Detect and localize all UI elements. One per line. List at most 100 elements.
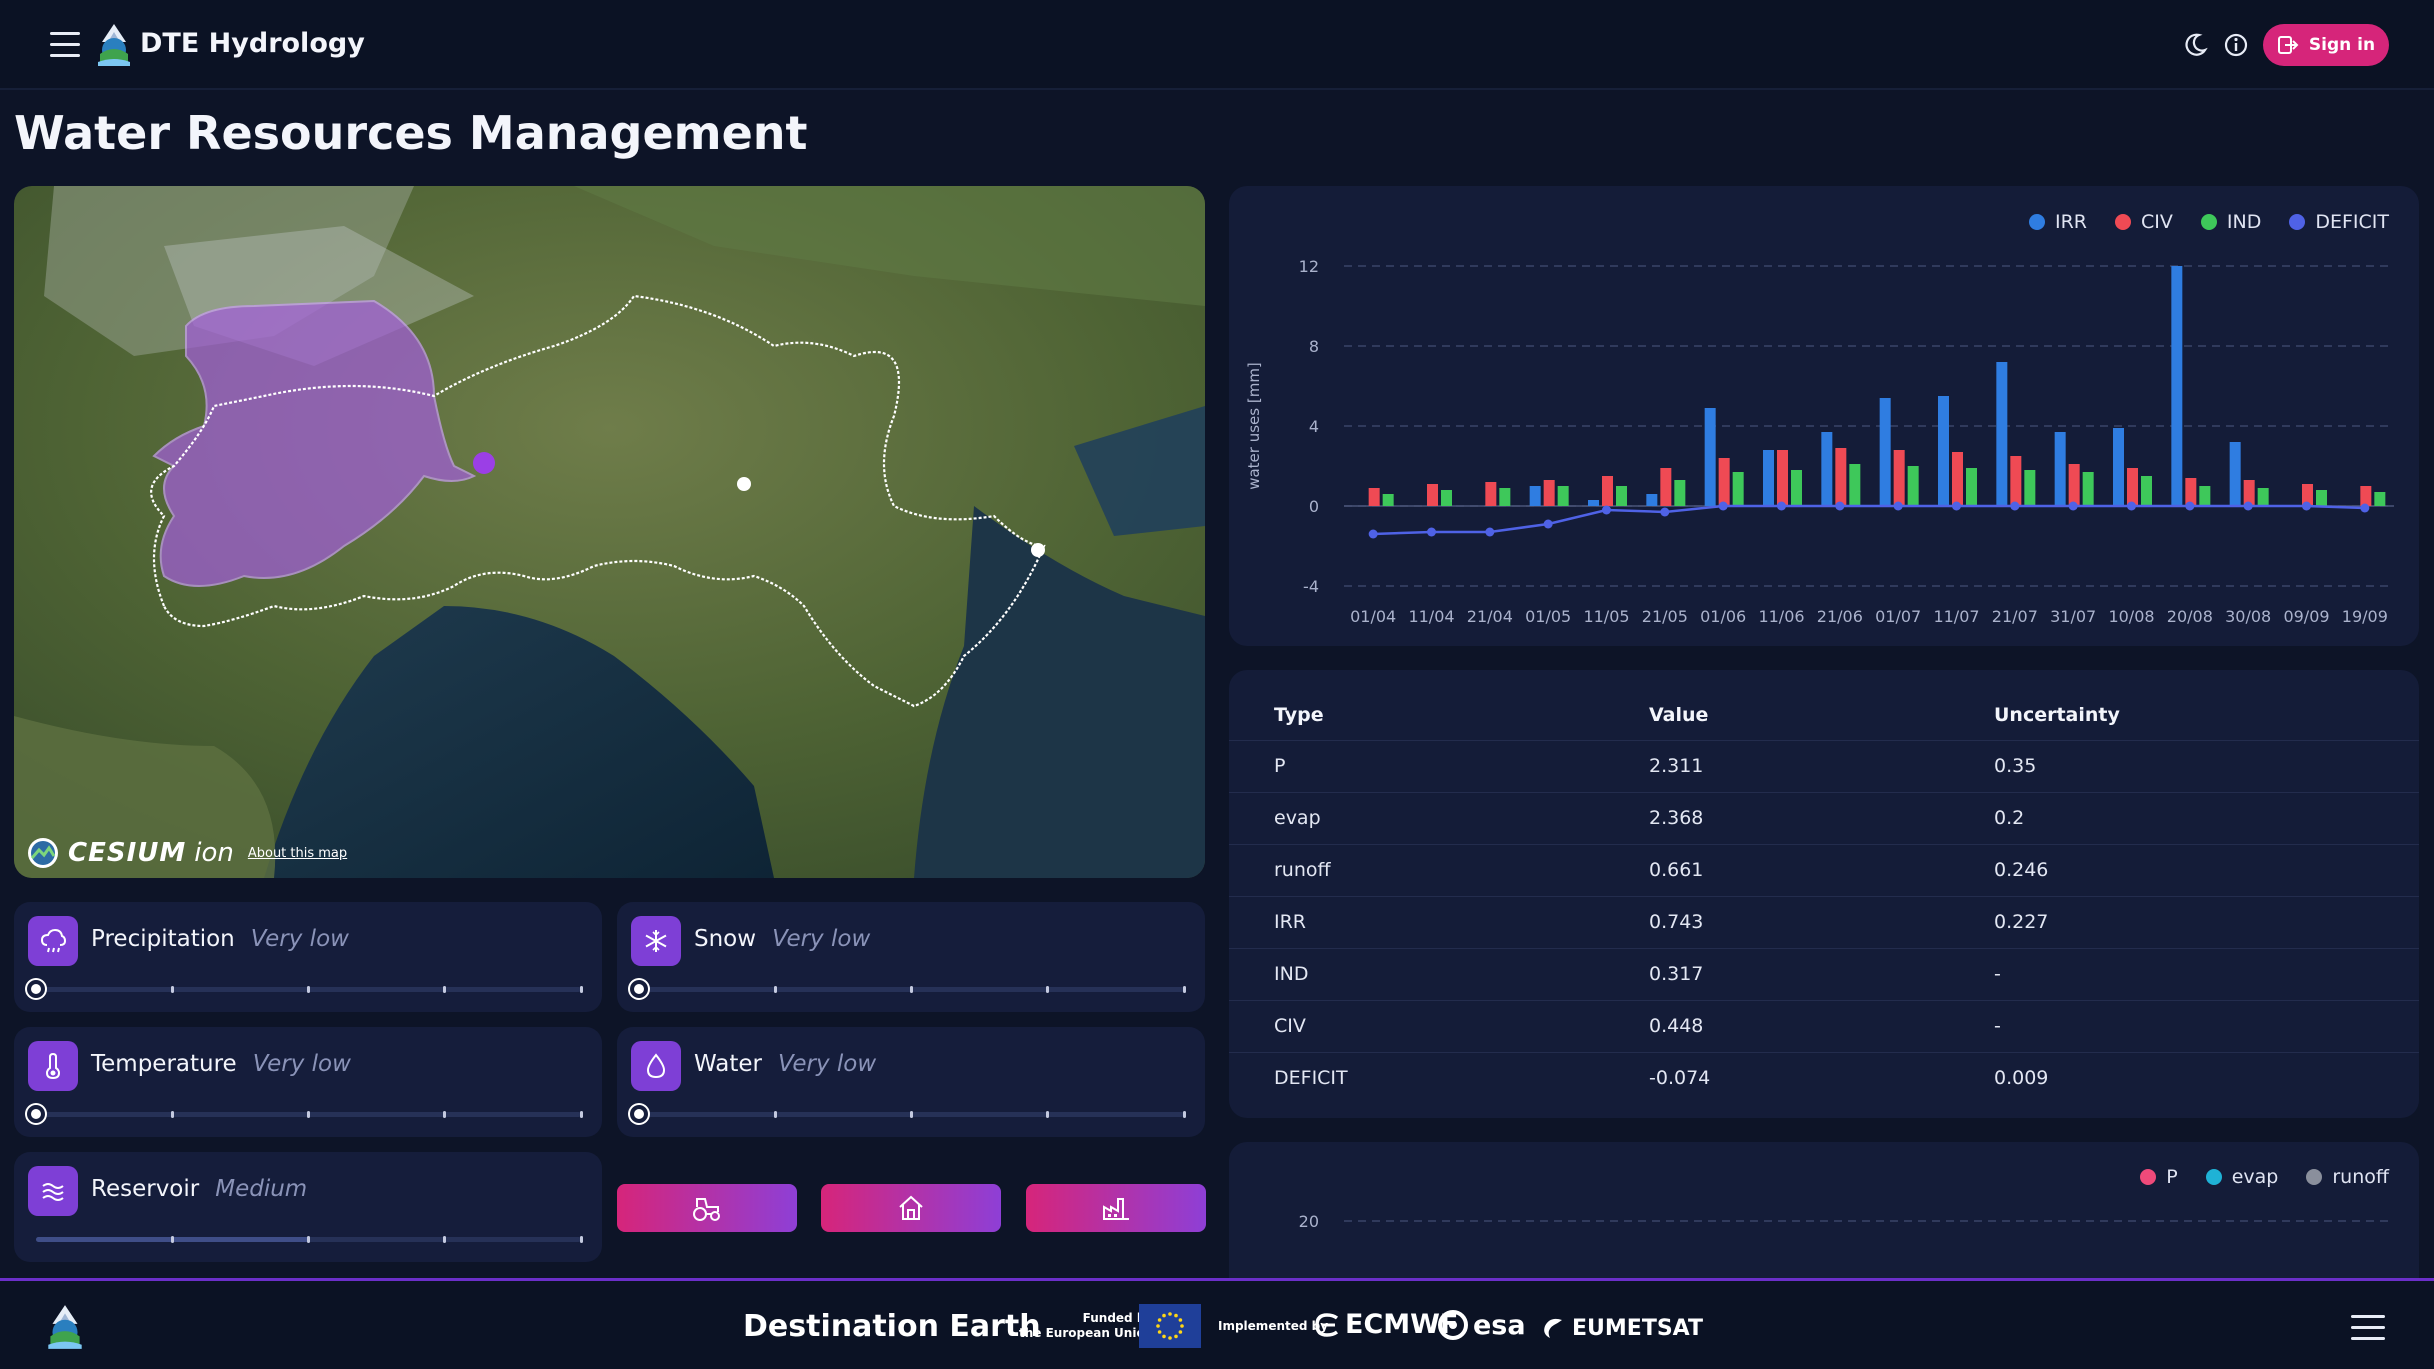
water-balance-legend: P evap runoff bbox=[2140, 1166, 2389, 1188]
legend-item-p[interactable]: P bbox=[2140, 1166, 2178, 1188]
cell-uncertainty: 0.246 bbox=[1949, 843, 2419, 896]
slider-tick bbox=[443, 1236, 447, 1243]
slider-tick bbox=[579, 1236, 583, 1243]
footer-menu-icon[interactable] bbox=[2351, 1315, 2385, 1341]
slider-thumb[interactable] bbox=[630, 1105, 648, 1123]
table-row: IRR 0.743 0.227 bbox=[1229, 895, 2419, 948]
table-header-row: Type Value Uncertainty bbox=[1229, 690, 2419, 740]
legend-item-irr[interactable]: IRR bbox=[2029, 211, 2087, 233]
cell-uncertainty: - bbox=[1949, 947, 2419, 1000]
x-tick-label: 11/06 bbox=[1758, 607, 1804, 626]
esa-mark-icon bbox=[1438, 1310, 1468, 1340]
bar-ind bbox=[2082, 472, 2094, 506]
slider-tick bbox=[170, 1236, 174, 1243]
funded-line: Funded by bbox=[1082, 1311, 1154, 1325]
bar-irr bbox=[1996, 362, 2008, 506]
indicator-level: Very low bbox=[250, 926, 349, 952]
bar-civ bbox=[1602, 476, 1613, 506]
legend-item-runoff[interactable]: runoff bbox=[2306, 1166, 2389, 1188]
bar-ind bbox=[1382, 494, 1394, 506]
bar-ind bbox=[1849, 464, 1861, 506]
bar-civ bbox=[1777, 450, 1788, 506]
y-tick-label: 20 bbox=[1299, 1212, 1319, 1231]
irrigation-sector-button[interactable] bbox=[617, 1184, 797, 1232]
level-slider[interactable] bbox=[27, 980, 583, 998]
x-tick-label: 21/05 bbox=[1642, 607, 1688, 626]
slider-tick bbox=[1182, 1111, 1186, 1118]
indicator-card-snow: Snow Very low bbox=[617, 902, 1205, 1012]
slider-tick bbox=[443, 986, 447, 993]
legend-item-ind[interactable]: IND bbox=[2200, 211, 2261, 233]
x-tick-label: 09/09 bbox=[2283, 607, 2329, 626]
industry-sector-button[interactable] bbox=[1026, 1184, 1206, 1232]
satellite-map[interactable] bbox=[14, 186, 1205, 878]
x-tick-label: 20/08 bbox=[2167, 607, 2213, 626]
legend-item-deficit[interactable]: DEFICIT bbox=[2289, 211, 2389, 233]
waves-icon bbox=[28, 1166, 78, 1216]
slider-tick bbox=[307, 1236, 310, 1243]
level-slider[interactable] bbox=[36, 1236, 583, 1243]
y-tick-label: 8 bbox=[1309, 337, 1319, 356]
legend-dot bbox=[2289, 214, 2306, 230]
bar-civ bbox=[1543, 480, 1555, 506]
cell-value: -0.074 bbox=[1604, 1051, 1949, 1104]
slider-tick bbox=[910, 1111, 913, 1118]
sign-in-button[interactable]: Sign in bbox=[2263, 24, 2389, 66]
bar-civ bbox=[2243, 480, 2255, 506]
bar-ind bbox=[1732, 472, 1744, 506]
bar-civ bbox=[1835, 448, 1847, 506]
eumetsat-mark-icon bbox=[1544, 1318, 1562, 1338]
legend-dot bbox=[2200, 214, 2217, 230]
deficit-point bbox=[2010, 501, 2020, 511]
slider-thumb[interactable] bbox=[27, 980, 45, 998]
slider-tick bbox=[773, 986, 777, 993]
bar-irr bbox=[1821, 432, 1833, 506]
map-viewer[interactable]: CESIUM ion About this map bbox=[14, 186, 1205, 878]
balance-table: Type Value Uncertainty P 2.311 0.35 evap 2.… bbox=[1229, 690, 2419, 1104]
slider-tick bbox=[1046, 986, 1050, 993]
bar-ind bbox=[1674, 480, 1686, 506]
deficit-point bbox=[2127, 501, 2136, 511]
bar-civ bbox=[1718, 458, 1730, 506]
x-tick-label: 01/05 bbox=[1525, 607, 1571, 626]
info-icon[interactable] bbox=[2221, 30, 2251, 60]
about-map-link[interactable]: About this map bbox=[247, 845, 348, 861]
water-uses-chart[interactable]: -4 0 4 8 12 water uses [mm] 01/04 11/04 21/04 01/… bbox=[1229, 186, 2419, 646]
indicator-name: Reservoir bbox=[91, 1176, 200, 1202]
slider-tick bbox=[307, 986, 310, 993]
legend-item-civ[interactable]: CIV bbox=[2115, 211, 2173, 233]
cell-type: CIV bbox=[1229, 999, 1604, 1052]
cell-type: IRR bbox=[1229, 895, 1604, 948]
cell-uncertainty: - bbox=[1949, 999, 2419, 1052]
cell-value: 0.743 bbox=[1604, 895, 1949, 948]
slider-tick bbox=[170, 1111, 174, 1118]
legend-item-evap[interactable]: evap bbox=[2205, 1166, 2279, 1188]
bar-civ bbox=[1485, 482, 1497, 506]
moon-icon[interactable] bbox=[2180, 30, 2210, 60]
bar-irr bbox=[2054, 432, 2066, 506]
level-slider[interactable] bbox=[630, 980, 1186, 998]
level-slider[interactable] bbox=[27, 1105, 583, 1123]
water-balance-chart[interactable]: 20 bbox=[1229, 1142, 2419, 1282]
indicator-name: Temperature bbox=[91, 1051, 237, 1077]
deficit-point bbox=[1543, 519, 1553, 529]
deficit-point bbox=[1427, 527, 1436, 537]
column-header-value: Value bbox=[1649, 703, 1709, 726]
indicator-name: Water bbox=[694, 1051, 762, 1077]
cell-type: evap bbox=[1229, 791, 1604, 844]
x-tick-label: 11/05 bbox=[1583, 607, 1629, 626]
water-drop-icon bbox=[631, 1041, 681, 1091]
bar-civ bbox=[2127, 468, 2138, 506]
deficit-point bbox=[1602, 505, 1611, 515]
cell-uncertainty: 0.35 bbox=[1949, 739, 2419, 792]
menu-icon[interactable] bbox=[50, 32, 80, 58]
y-tick-label: 4 bbox=[1309, 417, 1319, 436]
level-slider[interactable] bbox=[630, 1105, 1186, 1123]
slider-thumb[interactable] bbox=[630, 980, 648, 998]
deficit-point bbox=[2360, 503, 2370, 513]
cloud-rain-icon bbox=[28, 916, 78, 966]
bar-irr bbox=[1879, 398, 1891, 506]
legend-label: evap bbox=[2231, 1166, 2279, 1188]
civil-sector-button[interactable] bbox=[821, 1184, 1001, 1232]
slider-thumb[interactable] bbox=[27, 1105, 45, 1123]
